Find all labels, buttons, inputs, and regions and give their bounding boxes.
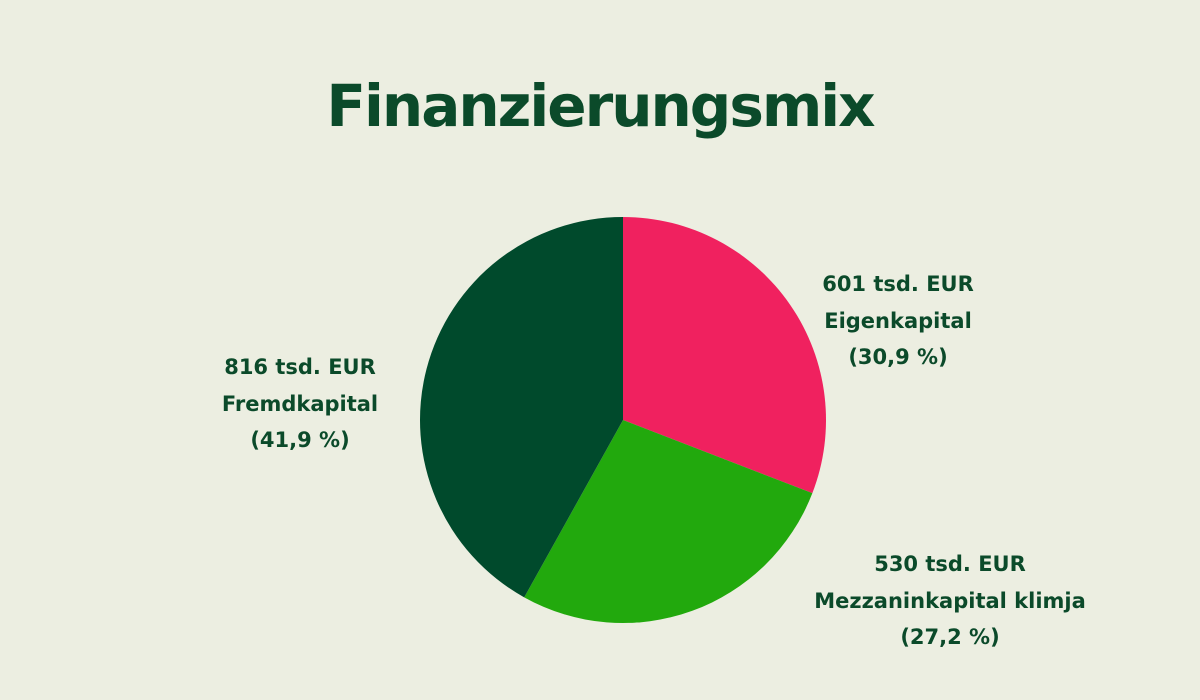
pie-slice (419, 217, 623, 598)
value-label: 530 tsd. EUR (874, 552, 1026, 576)
pie-slice (623, 217, 826, 494)
category-label: Mezzaninkapital klimja (814, 589, 1086, 613)
percent-label: (41,9 %) (250, 428, 349, 452)
category-label: Eigenkapital (824, 309, 972, 333)
pie-slice (524, 420, 813, 623)
category-label: Fremdkapital (222, 392, 378, 416)
percent-label: (30,9 %) (848, 345, 947, 369)
value-label: 601 tsd. EUR (822, 272, 974, 296)
value-label: 816 tsd. EUR (224, 355, 376, 379)
percent-label: (27,2 %) (900, 625, 999, 649)
chart-title: Finanzierungsmix (326, 72, 875, 140)
